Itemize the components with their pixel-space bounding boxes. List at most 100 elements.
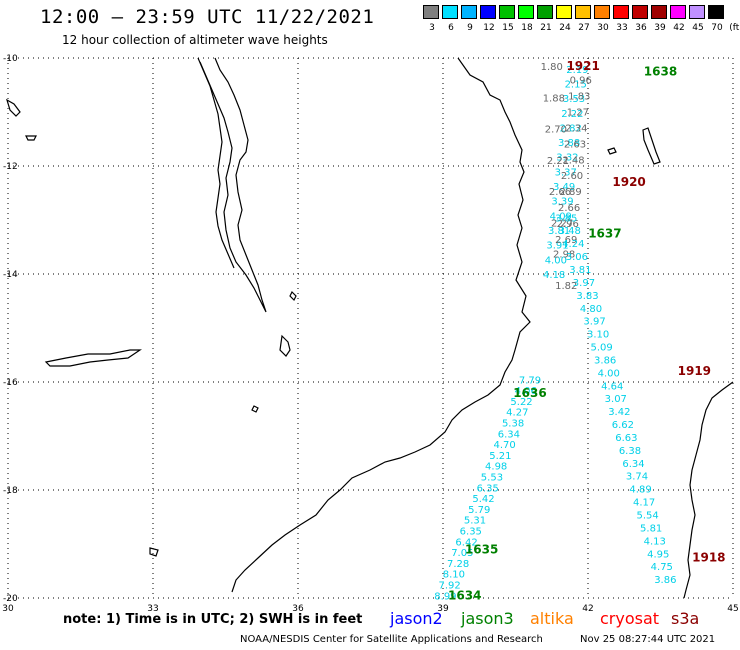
small-lake-1 [289, 290, 297, 302]
wave-height-value: 6.62 [612, 420, 634, 431]
legend-label: 24 [559, 23, 571, 33]
legend-swatch [594, 5, 610, 19]
lat-tick-label: -12 [3, 162, 18, 172]
wave-height-value: 4.09 [550, 211, 572, 222]
wave-height-value: 7.92 [439, 581, 461, 592]
wave-height-value: 4.00 [545, 255, 567, 266]
wave-height-value: 4.00 [598, 368, 620, 379]
wave-height-value: 2.89 [559, 187, 581, 198]
legend-swatch [613, 5, 629, 19]
wave-height-value: 1.88 [543, 93, 565, 104]
wave-height-value: 5.38 [502, 419, 524, 430]
wave-height-value: 3.81 [548, 226, 570, 237]
pass-number-label: 1919 [678, 364, 711, 378]
legend-swatch [689, 5, 705, 19]
legend-label: 33 [616, 23, 628, 33]
wave-height-value: 1.80 [541, 62, 563, 73]
legend-label: 6 [448, 23, 454, 33]
legend-label: 30 [597, 23, 609, 33]
legend-swatch [480, 5, 496, 19]
lon-tick-label: 36 [292, 604, 304, 614]
wave-height-value: 4.70 [493, 440, 515, 451]
madagascar-coast [683, 381, 734, 599]
small-lake-4 [25, 135, 37, 141]
wave-height-value: 3.91 [546, 241, 568, 252]
coastline [5, 57, 734, 599]
legend-swatch [537, 5, 553, 19]
satellite-legend-s3a: s3a [671, 609, 700, 628]
pass-number-label: 1636 [513, 386, 546, 400]
lon-tick-label: 42 [582, 604, 593, 614]
wave-height-value: 2.48 [562, 155, 584, 166]
wave-height-value: 3.74 [626, 472, 648, 483]
wave-height-value: 6.35 [477, 483, 499, 494]
wave-height-value: 3.06 [566, 252, 588, 263]
wave-height-value: 5.53 [481, 473, 503, 484]
wave-height-value: 3.48 [559, 226, 581, 237]
legend-label: 21 [540, 23, 552, 33]
wave-height-value: 1.27 [567, 107, 589, 118]
lat-tick-label: -10 [3, 54, 18, 64]
wave-height-value: 3.97 [573, 278, 595, 289]
wave-height-value: 4.89 [629, 485, 651, 496]
wave-height-value: 5.22 [510, 397, 532, 408]
pass-number-label: 1637 [588, 227, 621, 241]
map-title: 12:00 – 23:59 UTC 11/22/2021 [40, 6, 375, 28]
map-subtitle: 12 hour collection of altimeter wave hei… [62, 33, 328, 47]
wave-height-value: 4.80 [580, 304, 602, 315]
satellite-legend-altika: altika [530, 609, 574, 628]
lon-tick-label: 30 [2, 604, 14, 614]
mozambique-tanzania-coast [231, 57, 531, 593]
wave-height-value: 7.28 [447, 559, 469, 570]
wave-height-value: 6.38 [619, 446, 641, 457]
pass-number-label: 1918 [692, 551, 725, 565]
pass-number-label: 1634 [448, 588, 481, 602]
wave-height-value: 3.07 [605, 394, 627, 405]
lake-malawi [199, 57, 267, 313]
legend-swatch [575, 5, 591, 19]
lake-malawi-west [197, 57, 235, 269]
wave-height-value: 3.85 [555, 213, 577, 224]
wave-height-value: 6.42 [455, 537, 477, 548]
small-lake-3 [251, 405, 259, 413]
legend-label: 27 [578, 23, 590, 33]
legend-swatch [442, 5, 458, 19]
pass-number-label: 1921 [566, 59, 599, 73]
legend-unit: (ft) [729, 23, 740, 33]
legend-label: 3 [429, 23, 435, 33]
wave-height-value: 2.96 [557, 219, 579, 230]
wave-height-value: 2.21 [547, 156, 569, 167]
lon-tick-label: 39 [437, 604, 449, 614]
legend-swatch [499, 5, 515, 19]
wave-height-value: 2.82 [560, 123, 582, 134]
wave-height-value: 6.63 [615, 433, 637, 444]
wave-height-value: 1.83 [568, 92, 590, 103]
wave-height-value: 3.10 [587, 330, 609, 341]
wave-height-value: 3.53 [563, 94, 585, 105]
satellite-legend-jason2: jason2 [390, 609, 443, 628]
pass-number-label: 1920 [612, 175, 645, 189]
wave-height-value: 2.15 [565, 79, 587, 90]
satellite-legend-jason3: jason3 [461, 609, 514, 628]
legend-swatch [651, 5, 667, 19]
wave-height-value: 4.98 [485, 462, 507, 473]
wave-height-value: 7.05 [451, 548, 473, 559]
pass-number-label: 1635 [465, 542, 498, 556]
wave-height-value: 7.79 [519, 375, 541, 386]
legend-label: 45 [692, 23, 704, 33]
wave-height-value: 0.96 [570, 76, 592, 87]
wave-height-value: 8.10 [443, 570, 465, 581]
wave-height-value: 3.81 [569, 265, 591, 276]
wave-height-value: 8.99 [434, 591, 456, 602]
legend-label: 36 [635, 23, 647, 33]
lake-tanganyika [5, 98, 21, 117]
wave-height-value: 5.79 [468, 505, 490, 516]
wave-height-value: 3.86 [654, 575, 676, 586]
wave-height-value: 2.66 [558, 203, 580, 214]
pass-number-label: 1638 [644, 65, 677, 79]
wave-height-value: 5.54 [637, 510, 659, 521]
legend-swatch [518, 5, 534, 19]
footer-credit: NOAA/NESDIS Center for Satellite Applica… [240, 634, 543, 645]
legend-swatch [556, 5, 572, 19]
